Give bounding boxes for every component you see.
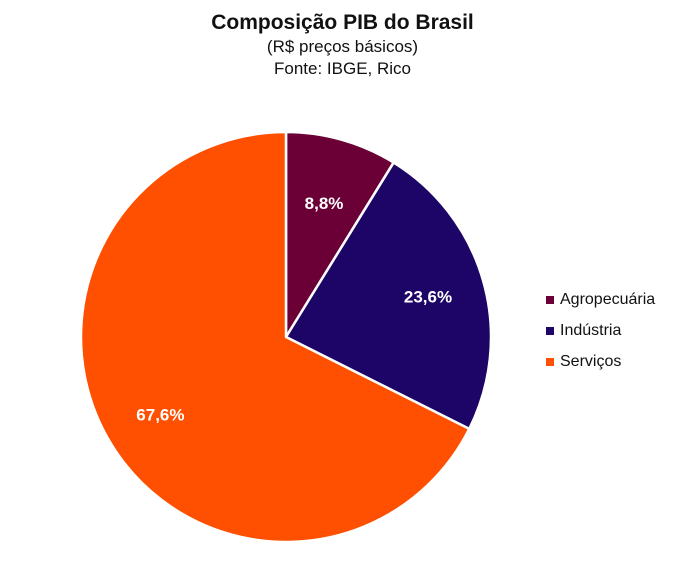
legend-swatch: [546, 357, 554, 366]
pie-data-label: 23,6%: [404, 288, 452, 307]
legend-item-servicos: Serviços: [546, 346, 655, 377]
chart-source: Fonte: IBGE, Rico: [274, 59, 411, 78]
chart-header: Composição PIB do Brasil (R$ preços bási…: [0, 10, 685, 80]
legend: Agropecuária Indústria Serviços: [546, 284, 655, 377]
legend-label: Indústria: [560, 321, 622, 339]
pie-slices: [79, 130, 493, 544]
legend-label: Agropecuária: [560, 290, 656, 308]
pie-data-label: 67,6%: [136, 406, 184, 425]
legend-swatch: [546, 295, 554, 304]
legend-swatch: [546, 326, 554, 335]
pie-data-label: 8,8%: [305, 194, 344, 213]
pie-labels: 8,8% 23,6% 67,6%: [136, 194, 452, 425]
legend-label: Serviços: [560, 352, 622, 370]
pie-slice-servicos: [79, 130, 471, 544]
chart-title: Composição PIB do Brasil: [211, 11, 474, 34]
legend-item-industria: Indústria: [546, 315, 655, 346]
pie-slice-agropecuaria: [284, 130, 395, 339]
legend-item-agropecuaria: Agropecuária: [546, 284, 655, 315]
chart-subtitle: (R$ preços básicos): [266, 37, 419, 56]
